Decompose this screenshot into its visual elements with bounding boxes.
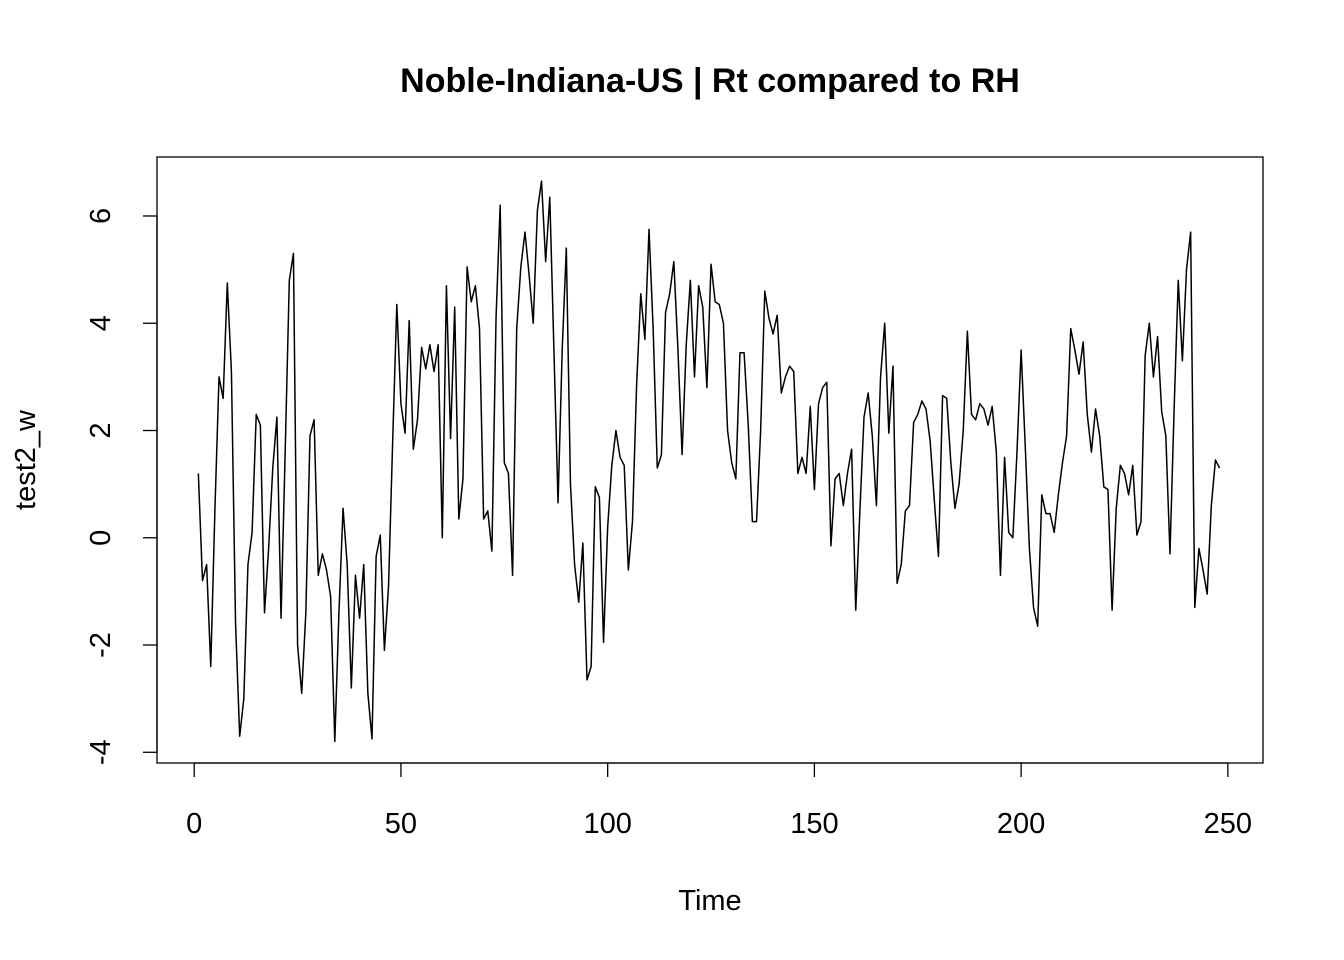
y-tick-label: 6 <box>85 208 117 224</box>
y-tick-label: 4 <box>85 315 117 331</box>
plot-frame <box>156 156 1264 764</box>
y-axis: -4 -2 0 2 4 6 <box>85 208 158 765</box>
y-tick-label: -2 <box>85 632 117 658</box>
x-tick-label: 250 <box>1204 808 1252 840</box>
x-tick-label: 100 <box>583 808 631 840</box>
y-tick-label: -4 <box>85 739 117 765</box>
y-axis-label: test2_w <box>10 409 42 510</box>
x-tick-label: 200 <box>997 808 1045 840</box>
x-axis: 0 50 100 150 200 250 <box>186 762 1252 840</box>
x-axis-label: Time <box>678 885 741 917</box>
chart-title: Noble-Indiana-US | Rt compared to RH <box>400 62 1020 100</box>
y-tick-label: 0 <box>85 530 117 546</box>
x-tick-label: 0 <box>186 808 202 840</box>
y-tick-label: 2 <box>85 422 117 438</box>
series-line <box>197 180 1221 743</box>
x-tick-label: 150 <box>790 808 838 840</box>
x-tick-label: 50 <box>385 808 417 840</box>
